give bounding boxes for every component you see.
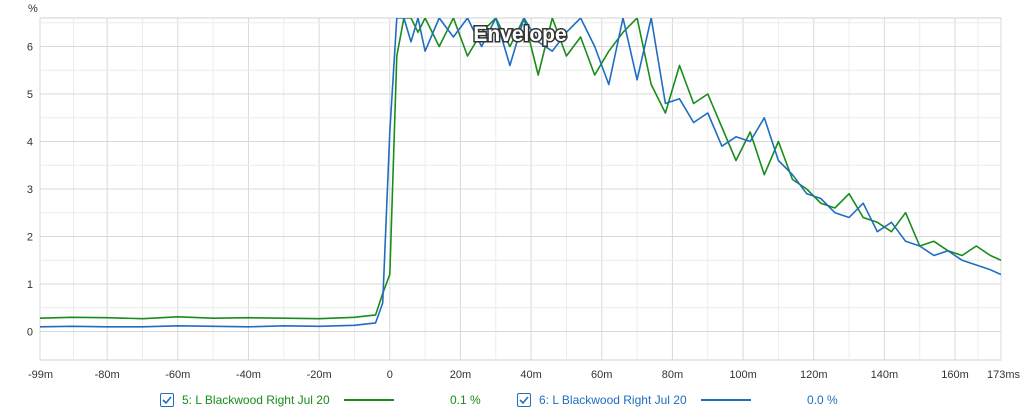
legend-value-series-5: 0.1 % <box>450 393 481 407</box>
y-axis-label: % <box>28 3 38 15</box>
x-tick-label: 160m <box>941 369 969 381</box>
x-tick-label: 20m <box>450 369 471 381</box>
checkbox-checked-icon[interactable] <box>517 393 531 407</box>
x-tick-label: -40m <box>236 369 261 381</box>
x-tick-label: -60m <box>165 369 190 381</box>
x-tick-label: -80m <box>95 369 120 381</box>
y-tick-label: 0 <box>27 327 33 339</box>
checkbox-checked-icon[interactable] <box>160 393 174 407</box>
x-tick-label: 80m <box>662 369 683 381</box>
series-layer <box>40 18 1001 328</box>
legend-line-series-5 <box>343 399 394 401</box>
y-tick-label: 2 <box>27 232 33 244</box>
x-tick-label: 100m <box>729 369 757 381</box>
x-tick-label: 60m <box>591 369 612 381</box>
x-tick-label: -99m <box>28 369 53 381</box>
x-tick-label: 0 <box>387 369 393 381</box>
legend-label-series-5: 5: L Blackwood Right Jul 20 <box>182 393 330 407</box>
legend-item-series-5[interactable]: 5: L Blackwood Right Jul 20 0.1 % <box>160 390 481 410</box>
legend-label-series-6: 6: L Blackwood Right Jul 20 <box>539 393 687 407</box>
legend-value-series-6: 0.0 % <box>807 393 838 407</box>
x-tick-label: 140m <box>871 369 899 381</box>
y-tick-label: 4 <box>27 137 33 149</box>
series-line-5 <box>40 18 1001 320</box>
x-tick-label: 120m <box>800 369 828 381</box>
legend-line-series-6 <box>700 399 751 401</box>
x-tick-label: 40m <box>520 369 541 381</box>
series-line-6 <box>40 18 1001 328</box>
grid <box>39 18 1002 360</box>
y-tick-label: 1 <box>27 279 33 291</box>
y-tick-label: 3 <box>27 184 33 196</box>
x-tick-label: 173ms <box>987 369 1021 381</box>
chart-title: Envelope <box>473 23 566 46</box>
axes-labels: -99m -80m -60m -40m -20m 0 20m 40m 60m 80m 100m 120… <box>27 42 1021 382</box>
y-tick-label: 6 <box>27 42 33 54</box>
x-tick-label: -20m <box>307 369 332 381</box>
legend-item-series-6[interactable]: 6: L Blackwood Right Jul 20 0.0 % <box>517 390 838 410</box>
y-tick-label: 5 <box>27 89 33 101</box>
